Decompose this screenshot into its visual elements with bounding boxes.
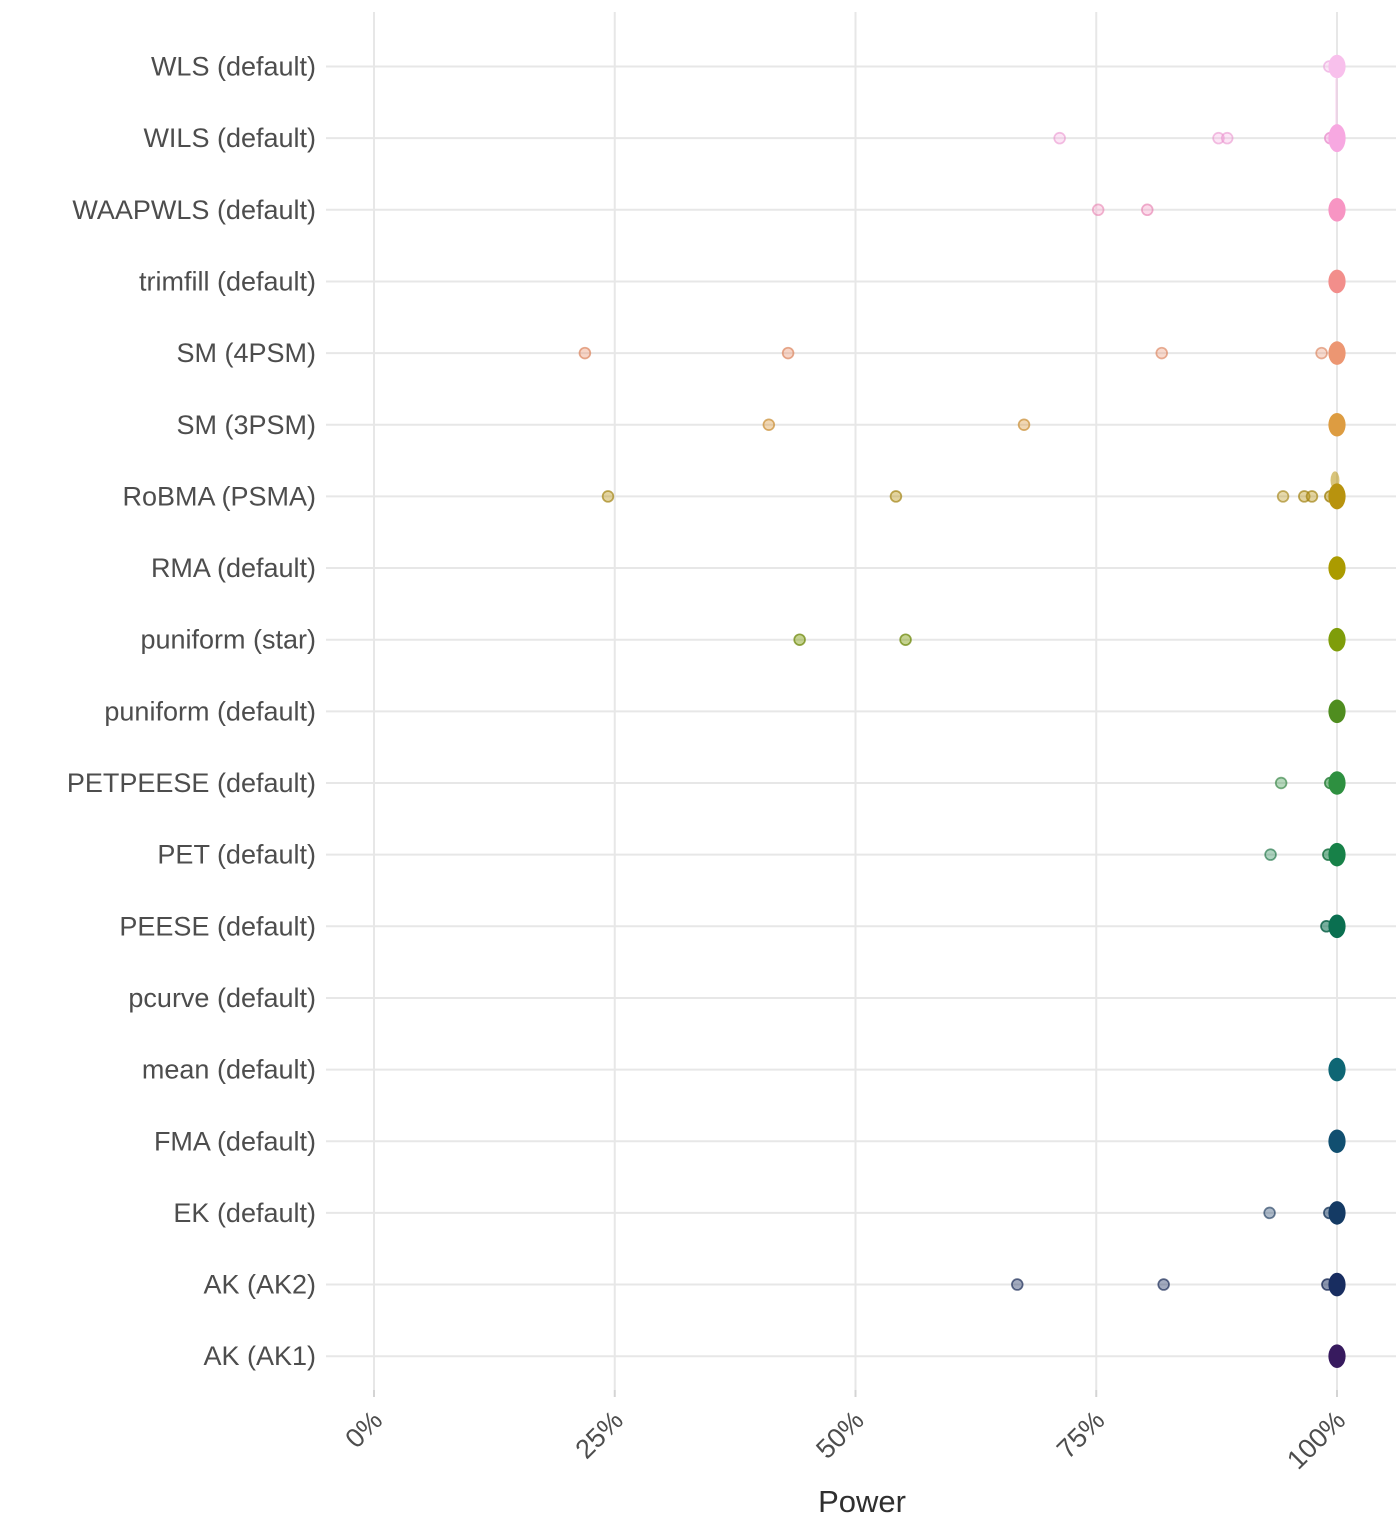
y-axis-label: PET (default) [157,840,316,870]
y-axis-label: WILS (default) [143,123,316,153]
y-axis-label: FMA (default) [154,1126,316,1156]
data-point-cluster [1328,269,1346,294]
y-axis-label: puniform (star) [140,625,316,655]
x-axis-title: Power [818,1484,906,1519]
y-axis-label: WAAPWLS (default) [72,195,316,225]
data-point-cluster [1328,1057,1346,1082]
y-axis-labels: WLS (default) WILS (default) WAAPWLS (defa… [67,52,316,1372]
data-point-cluster [1328,124,1346,153]
data-point-cluster [1328,842,1346,867]
y-axis-label: pcurve (default) [128,983,316,1013]
y-axis-label: SM (3PSM) [176,410,316,440]
data-point-cluster [1328,914,1346,939]
data-point [1220,131,1234,145]
y-axis-label: mean (default) [142,1055,316,1085]
y-axis-label: EK (default) [173,1198,316,1228]
data-point [1155,346,1168,360]
data-point [1011,1278,1024,1291]
data-point-cluster [1328,483,1346,510]
y-axis-label: SM (4PSM) [176,338,316,368]
data-point-cluster [1328,1272,1346,1297]
data-point [1017,418,1031,432]
overlap-smear [1335,78,1338,127]
data-point-cluster [1328,1129,1346,1154]
data-point [1157,1278,1170,1291]
data-point-cluster [1328,1201,1346,1225]
y-axis-label: AK (AK2) [203,1270,316,1300]
data-point [1264,848,1277,861]
data-point [1305,490,1319,503]
data-point [889,490,903,503]
data-points [578,54,1346,1368]
data-point-cluster [1328,556,1346,580]
data-point-cluster [1328,771,1346,795]
data-point [1274,776,1288,790]
data-point-cluster [1328,198,1346,222]
data-point [762,418,776,432]
data-point-cluster [1328,341,1346,365]
data-point [601,490,615,503]
data-point [781,346,795,360]
y-axis-label: AK (AK1) [203,1341,316,1371]
data-point [1053,131,1066,145]
data-point [1315,346,1328,360]
data-point [1263,1206,1276,1220]
data-point [1276,490,1290,503]
data-point [1212,131,1225,145]
y-axis-label: trimfill (default) [139,266,316,296]
data-point-cluster [1328,627,1346,652]
data-point-cluster [1328,699,1346,724]
data-point-cluster [1328,412,1346,437]
y-axis-label: RoBMA (PSMA) [122,481,316,511]
data-point [578,346,592,360]
data-point [793,633,806,646]
data-point [1141,203,1154,217]
data-point-cluster [1328,54,1346,79]
y-axis-label: puniform (default) [104,696,316,726]
data-point [899,633,912,646]
y-axis-label: WLS (default) [151,52,316,82]
y-axis-label: PEESE (default) [119,911,316,941]
y-axis-label: RMA (default) [151,553,316,583]
data-point [1091,203,1105,217]
horizontal-gridlines [326,65,1396,1358]
data-point-cluster [1328,1344,1346,1368]
y-axis-label: PETPEESE (default) [67,768,316,798]
